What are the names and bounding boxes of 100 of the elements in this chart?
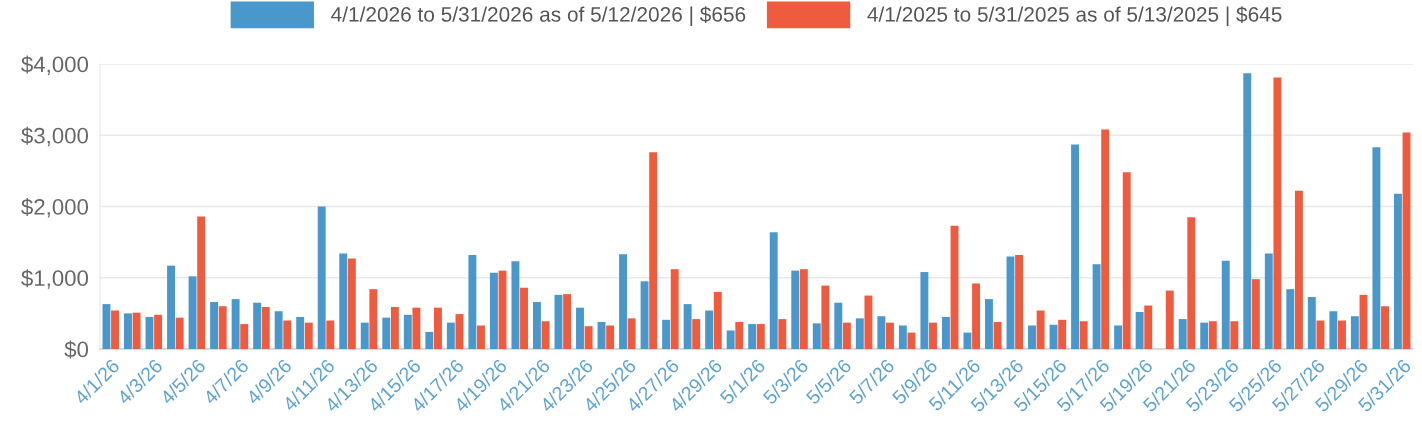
bar xyxy=(1329,311,1338,349)
bar xyxy=(231,299,240,349)
bar xyxy=(390,306,399,349)
bar xyxy=(619,254,628,349)
bar xyxy=(1286,289,1295,349)
bar xyxy=(670,269,679,349)
bar xyxy=(898,325,907,349)
bar xyxy=(812,323,821,349)
bar xyxy=(304,322,313,349)
bar xyxy=(132,312,141,349)
bar xyxy=(885,322,894,349)
bar xyxy=(662,319,671,349)
bar xyxy=(778,319,787,349)
bar xyxy=(1372,147,1381,349)
bar xyxy=(154,314,163,349)
bar xyxy=(1135,311,1144,349)
bar xyxy=(511,261,520,349)
bar xyxy=(347,258,356,349)
bar xyxy=(627,318,636,349)
bar xyxy=(1144,305,1153,349)
bar xyxy=(1079,321,1088,349)
bar xyxy=(920,272,929,349)
bar xyxy=(175,317,184,349)
bar xyxy=(124,313,132,349)
bar xyxy=(1221,260,1230,349)
bar xyxy=(1243,73,1252,349)
bar xyxy=(1402,132,1411,349)
bar xyxy=(1036,310,1045,349)
bar xyxy=(274,311,283,349)
bar xyxy=(532,301,541,349)
bar xyxy=(339,253,348,349)
bar xyxy=(317,206,326,349)
bar xyxy=(1307,296,1316,349)
bar xyxy=(756,324,765,349)
bar xyxy=(799,269,808,349)
bar xyxy=(842,322,851,349)
bar xyxy=(477,325,485,349)
bar xyxy=(1187,217,1196,349)
bar xyxy=(713,292,722,349)
bar xyxy=(210,301,219,349)
bar xyxy=(425,331,434,349)
bar xyxy=(972,283,981,349)
bar xyxy=(1338,320,1346,349)
bar xyxy=(877,316,886,349)
bar xyxy=(1071,144,1080,349)
bar xyxy=(692,319,701,349)
bar xyxy=(253,302,262,349)
bar xyxy=(489,272,498,349)
bar xyxy=(1015,254,1024,349)
bar xyxy=(1381,306,1389,349)
bar xyxy=(1165,290,1174,349)
bar xyxy=(1230,321,1239,349)
bar xyxy=(446,322,455,349)
bar xyxy=(1114,325,1123,349)
bar xyxy=(111,310,120,349)
y-tick-label: $2,000 xyxy=(21,198,89,218)
bar xyxy=(520,287,528,349)
legend-label: 4/1/2025 to 5/31/2025 as of 5/13/2025 | $645 xyxy=(867,6,1282,26)
bar xyxy=(929,322,937,349)
bar xyxy=(1294,190,1303,349)
bar xyxy=(1350,316,1359,349)
bar xyxy=(1316,320,1325,349)
bar xyxy=(403,314,412,349)
bar xyxy=(563,294,572,349)
bar xyxy=(683,304,692,349)
bar xyxy=(1178,319,1187,349)
bar xyxy=(1208,321,1217,349)
bar xyxy=(218,306,227,349)
y-tick-label: $4,000 xyxy=(21,55,89,75)
bar xyxy=(576,307,584,349)
bar xyxy=(705,310,714,349)
bar xyxy=(993,321,1002,349)
y-tick-label: $1,000 xyxy=(21,269,89,289)
bar xyxy=(821,285,830,349)
y-tick-label: $3,000 xyxy=(21,126,89,147)
bar xyxy=(1251,279,1260,349)
bar xyxy=(360,322,369,349)
bar xyxy=(188,276,197,349)
legend-label: 4/1/2026 to 5/31/2026 as of 5/12/2026 | $656 xyxy=(331,6,746,26)
bar xyxy=(102,304,111,349)
bar xyxy=(649,152,658,349)
bar xyxy=(1092,264,1101,349)
bar xyxy=(261,306,270,349)
bar xyxy=(1058,319,1067,349)
bar xyxy=(240,324,249,349)
bar xyxy=(167,265,175,349)
bar xyxy=(606,325,615,349)
bar xyxy=(1028,325,1036,349)
bar xyxy=(640,281,649,349)
bar xyxy=(541,321,550,349)
bar xyxy=(1200,322,1209,349)
bar xyxy=(1122,172,1131,349)
bar xyxy=(296,316,305,349)
bar xyxy=(468,254,477,349)
bar xyxy=(963,332,972,349)
bar xyxy=(1264,253,1273,349)
bar xyxy=(864,295,873,349)
bar xyxy=(1101,129,1110,349)
bar xyxy=(769,232,778,349)
bar xyxy=(382,317,391,349)
